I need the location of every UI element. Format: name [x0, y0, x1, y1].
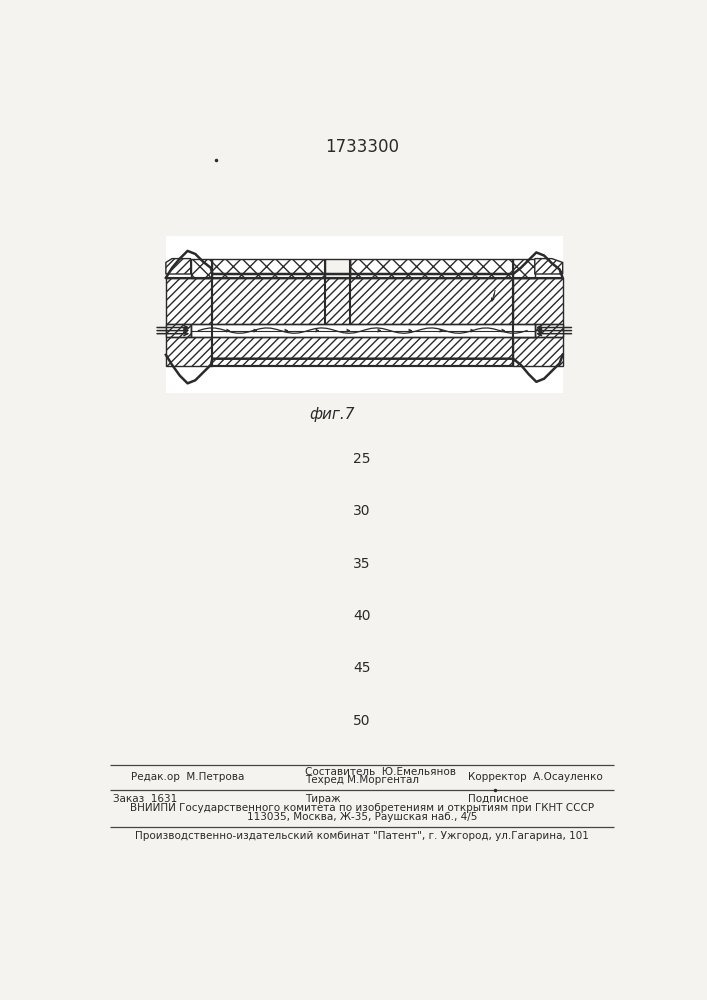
Polygon shape	[513, 324, 563, 337]
Text: Редак.ор  М.Петрова: Редак.ор М.Петрова	[131, 772, 245, 782]
Text: 40: 40	[354, 609, 370, 623]
Text: Корректор  А.Осауленко: Корректор А.Осауленко	[468, 772, 603, 782]
Text: Производственно-издательский комбинат "Патент", г. Ужгород, ул.Гагарина, 101: Производственно-издательский комбинат "П…	[135, 831, 589, 841]
Polygon shape	[166, 324, 191, 337]
Text: Заказ  1631: Заказ 1631	[113, 794, 177, 804]
Polygon shape	[513, 259, 534, 278]
Polygon shape	[191, 324, 534, 337]
Text: 45: 45	[354, 661, 370, 675]
Polygon shape	[191, 259, 212, 278]
Polygon shape	[534, 259, 563, 274]
Text: 50: 50	[354, 714, 370, 728]
Text: ВНИИПИ Государственного комитета по изобретениям и открытиям при ГКНТ СССР: ВНИИПИ Государственного комитета по изоб…	[130, 803, 594, 813]
Text: Составитель  Ю.Емельянов: Составитель Ю.Емельянов	[305, 767, 457, 777]
Text: Тираж: Тираж	[305, 794, 341, 804]
Polygon shape	[212, 278, 513, 366]
Text: фиг.7: фиг.7	[310, 407, 355, 422]
Polygon shape	[166, 259, 191, 274]
Text: 35: 35	[354, 557, 370, 571]
Text: Подписное: Подписное	[468, 794, 529, 804]
Polygon shape	[325, 259, 351, 278]
Polygon shape	[513, 278, 563, 366]
Text: 1733300: 1733300	[325, 138, 399, 156]
Text: 25: 25	[354, 452, 370, 466]
Polygon shape	[166, 235, 563, 393]
Text: Техред М.Моргентал: Техред М.Моргентал	[305, 775, 419, 785]
Text: i: i	[493, 288, 496, 298]
Polygon shape	[351, 259, 513, 278]
Text: 113035, Москва, Ж-35, Раушская наб., 4/5: 113035, Москва, Ж-35, Раушская наб., 4/5	[247, 812, 477, 822]
Polygon shape	[166, 278, 212, 366]
Text: 30: 30	[354, 504, 370, 518]
Polygon shape	[212, 259, 325, 278]
